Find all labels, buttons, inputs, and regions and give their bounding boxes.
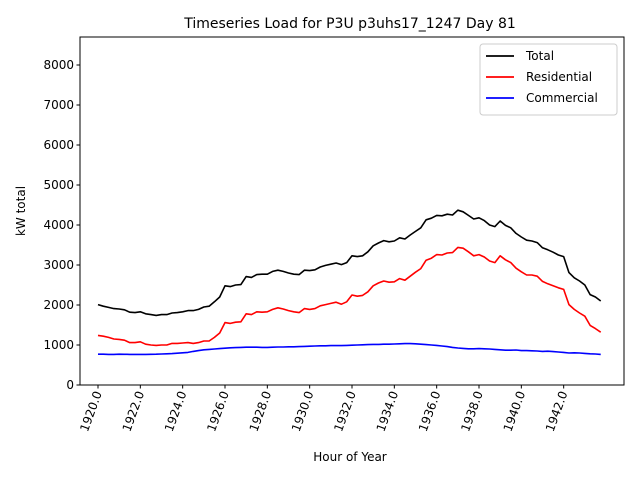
y-tick-label: 2000	[43, 298, 74, 312]
y-axis: 0 1000 2000 3000 4000 5000 6000 7000 8000	[43, 58, 80, 392]
legend-label-total: Total	[525, 49, 554, 63]
legend-label-commercial: Commercial	[526, 91, 598, 105]
y-axis-label: kW total	[14, 186, 28, 236]
chart-title: Timeseries Load for P3U p3uhs17_1247 Day…	[183, 16, 516, 32]
series-group	[97, 209, 602, 356]
legend: Total Residential Commercial	[479, 43, 618, 116]
y-tick-label: 4000	[43, 218, 74, 232]
y-tick-label: 6000	[43, 138, 74, 152]
y-tick-label: 8000	[43, 58, 74, 72]
series-line-commercial	[97, 342, 601, 356]
series-line-total	[97, 209, 602, 317]
y-tick-label: 0	[66, 378, 74, 392]
x-axis-label: Hour of Year	[313, 450, 387, 464]
legend-label-residential: Residential	[526, 70, 592, 84]
legend-box	[479, 43, 618, 116]
y-tick-label: 1000	[43, 338, 74, 352]
series-line-residential	[97, 246, 602, 347]
y-tick-label: 7000	[43, 98, 74, 112]
y-tick-label: 5000	[43, 178, 74, 192]
y-tick-label: 3000	[43, 258, 74, 272]
